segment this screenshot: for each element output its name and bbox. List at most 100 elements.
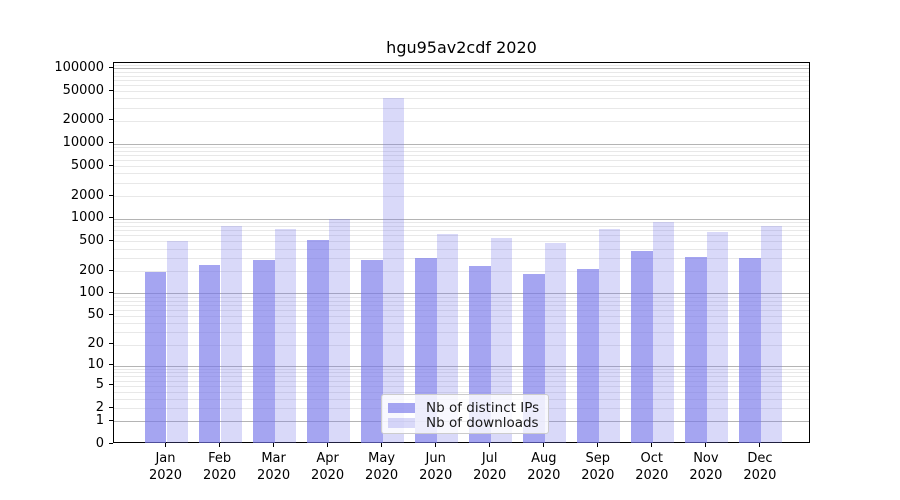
gridline-60000 [114,85,809,87]
y-tick-mark-5 [109,384,113,385]
y-tick-mark-5000 [109,164,113,166]
gridline-4000 [114,173,809,175]
legend-row-distinct-ips: Nb of distinct IPs [388,399,540,416]
y-tick-mark-100000 [109,66,113,68]
gridline-90000 [114,71,809,73]
x-tick-mark-jan [165,443,166,447]
y-tick-mark-20 [109,343,113,345]
x-tick-month: Dec [747,451,773,466]
x-tick-mark-may [381,443,383,447]
x-tick-month: Feb [208,451,232,466]
gridline-10 [114,365,809,367]
gridline-30000 [114,107,809,109]
bar-distinct-ips-may [361,260,383,443]
x-tick-mark-feb [219,443,221,447]
bar-distinct-ips-nov [685,256,707,443]
y-tick-mark-2000 [109,194,113,196]
bar-downloads-may [382,97,405,443]
gridline-600 [114,235,809,237]
x-tick-mark-mar [273,443,275,447]
bar-downloads-sep [598,229,621,443]
gridline-80000 [114,75,809,77]
x-tick-label-aug: Aug 2020 [514,450,574,484]
y-tick-label-1000: 1000 [70,210,104,226]
x-tick-label-dec: Dec 2020 [730,450,790,484]
x-tick-label-oct: Oct 2020 [622,450,682,484]
x-tick-label-mar: Mar 2020 [244,450,304,484]
x-tick-label-feb: Feb 2020 [190,450,250,484]
gridline-4 [114,391,809,393]
gridline-50 [114,315,809,317]
x-tick-year: 2020 [581,468,615,483]
x-tick-year: 2020 [203,468,237,483]
gridline-900 [114,222,809,223]
x-tick-mark-jun [435,443,437,447]
gridline-300 [114,257,809,259]
x-tick-month: Jan [155,451,176,466]
y-tick-mark-0 [109,442,113,444]
gridline-70000 [114,80,809,81]
y-tick-label-10: 10 [87,357,104,373]
legend-swatch-downloads [388,417,415,428]
y-tick-mark-100 [109,291,113,293]
y-tick-mark-20000 [109,119,113,121]
bar-downloads-nov [706,231,729,443]
y-tick-mark-50000 [109,89,113,91]
gridline-40 [114,322,809,324]
plot-area: Nb of distinct IPs Nb of downloads [113,62,810,443]
x-tick-label-jul: Jul 2020 [460,450,520,484]
gridline-30 [114,332,809,333]
gridline-20000 [114,120,809,122]
gridline-6 [114,380,809,382]
bar-distinct-ips-oct [631,251,653,443]
gridline-800 [114,225,809,227]
gridline-400 [114,248,809,250]
x-tick-month: Apr [316,451,339,466]
x-tick-month: Jun [425,451,446,466]
chart-title: hgu95av2cdf 2020 [386,38,537,57]
gridline-5000 [114,166,809,168]
x-tick-year: 2020 [473,468,507,483]
gridline-1000 [114,218,809,220]
gridline-80 [114,300,809,302]
gridline-10000 [114,143,809,145]
gridline-5 [114,385,809,387]
x-tick-year: 2020 [257,468,291,483]
legend: Nb of distinct IPs Nb of downloads [381,394,549,434]
gridline-200 [114,271,809,272]
bar-downloads-jul [490,237,513,443]
y-tick-label-100000: 100000 [54,59,104,75]
y-tick-label-2: 2 [95,399,104,415]
y-tick-label-5: 5 [95,377,104,392]
x-tick-mark-jul [489,443,491,447]
x-tick-mark-aug [543,443,545,447]
bar-downloads-mar [274,228,297,443]
x-tick-mark-oct [651,443,653,447]
y-tick-label-1: 1 [95,412,104,428]
gridline-60 [114,309,809,311]
y-tick-mark-10 [109,364,113,366]
x-tick-month: Nov [693,451,719,466]
legend-label-distinct-ips: Nb of distinct IPs [426,399,540,416]
y-tick-label-50000: 50000 [62,82,104,98]
gridline-20 [114,344,809,346]
gridline-500 [114,241,809,243]
x-tick-mark-apr [327,443,329,447]
y-tick-mark-10000 [109,142,113,143]
y-tick-mark-1 [109,419,113,421]
gridline-90 [114,296,809,298]
x-tick-year: 2020 [311,468,345,483]
gridline-9000 [114,147,809,148]
x-tick-label-sep: Sep 2020 [568,450,628,484]
bar-downloads-oct [652,221,675,443]
bar-distinct-ips-mar [253,260,275,443]
gridline-700 [114,230,809,232]
y-tick-mark-50 [109,314,113,316]
y-tick-label-5000: 5000 [70,157,104,173]
gridline-110000 [114,65,809,67]
bar-downloads-feb [220,225,243,443]
y-tick-label-50: 50 [87,307,104,323]
y-tick-mark-500 [109,239,113,241]
bar-downloads-apr [328,218,351,443]
bar-downloads-aug [544,242,567,443]
